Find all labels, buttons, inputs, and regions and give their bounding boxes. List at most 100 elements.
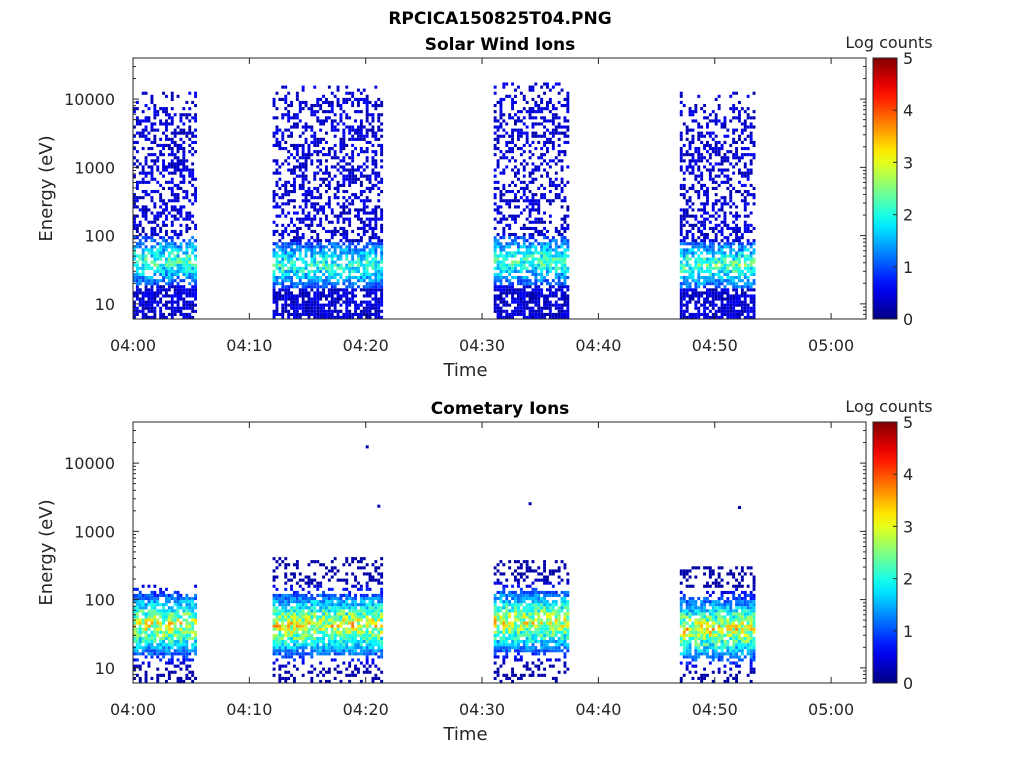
spectrogram-cell [359, 180, 363, 184]
spectrogram-cell [135, 140, 139, 144]
spectrogram-cell [310, 159, 314, 163]
spectrogram-cell [717, 297, 721, 301]
spectrogram-cell [362, 312, 366, 316]
spectrogram-cell [144, 116, 148, 120]
spectrogram-cell [348, 279, 352, 283]
spectrogram-cell [714, 202, 718, 206]
spectrogram-cell [563, 97, 567, 101]
spectrogram-cell [156, 279, 160, 283]
spectrogram-cell [295, 165, 299, 169]
spectrogram-cell [313, 312, 317, 316]
spectrogram-cell [316, 137, 320, 141]
spectrogram-cell [162, 143, 165, 147]
spectrogram-cell [528, 171, 532, 175]
spectrogram-cell [165, 122, 168, 126]
spectrogram-cell [525, 199, 529, 203]
spectrogram-cell [281, 137, 285, 141]
spectrogram-cell [729, 254, 733, 258]
spectrogram-cell [365, 113, 369, 117]
spectrogram-cell [700, 223, 704, 227]
spectrogram-cell [517, 110, 520, 114]
spectrogram-cell [310, 306, 314, 310]
spectrogram-cell [528, 300, 532, 304]
spectrogram-cell [307, 190, 311, 194]
spectrogram-cell [176, 606, 180, 610]
spectrogram-cell [133, 279, 136, 283]
spectrogram-cell [688, 196, 692, 200]
spectrogram-cell [133, 226, 136, 230]
spectrogram-cell [179, 174, 183, 178]
spectrogram-cell [726, 276, 730, 280]
spectrogram-cell [697, 279, 701, 283]
spectrogram-cell [304, 128, 308, 132]
spectrogram-cell [496, 297, 500, 301]
spectrogram-cell [179, 312, 183, 316]
spectrogram-cell [345, 303, 349, 307]
spectrogram-cell [176, 168, 180, 172]
spectrogram-cell [365, 291, 369, 295]
spectrogram-cell [278, 282, 282, 286]
spectrogram-cell [735, 217, 738, 221]
spectrogram-cell [325, 257, 328, 261]
spectrogram-cell [717, 119, 721, 123]
spectrogram-cell [496, 309, 500, 313]
spectrogram-cell [723, 260, 727, 264]
spectrogram-cell [514, 260, 517, 264]
spectrogram-cell [278, 269, 282, 273]
spectrogram-cell [708, 239, 712, 243]
spectrogram-cell [179, 263, 183, 267]
spectrogram-cell [173, 242, 177, 246]
spectrogram-cell [735, 260, 738, 264]
spectrogram-cell [560, 165, 564, 169]
spectrogram-cell [752, 143, 756, 147]
spectrogram-cell [537, 229, 541, 233]
spectrogram-cell [563, 248, 567, 252]
spectrogram-cell [691, 110, 695, 114]
spectrogram-cell [342, 131, 346, 135]
spectrogram-cell [179, 597, 183, 601]
spectrogram-cell [173, 609, 177, 613]
spectrogram-cell [156, 242, 160, 246]
spectrogram-cell [679, 153, 683, 157]
spectrogram-cell [752, 116, 756, 120]
spectrogram-cell [528, 156, 532, 160]
spectrogram-cell [729, 193, 733, 197]
spectrogram-cell [153, 649, 157, 653]
spectrogram-cell [295, 174, 299, 178]
spectrogram-cell [176, 269, 180, 273]
spectrogram-cell [735, 239, 738, 243]
spectrogram-cell [528, 214, 532, 218]
spectrogram-cell [380, 208, 384, 212]
spectrogram-cell [546, 236, 549, 240]
spectrogram-cell [502, 260, 506, 264]
spectrogram-cell [560, 282, 564, 286]
spectrogram-cell [566, 100, 570, 104]
spectrogram-cell [540, 153, 544, 157]
spectrogram-cell [284, 254, 288, 258]
spectrogram-cell [176, 649, 180, 653]
spectrogram-cell [502, 226, 506, 230]
spectrogram-cell [517, 276, 520, 280]
spectrogram-cell [304, 260, 308, 264]
spectrogram-cell [517, 260, 520, 264]
spectrogram-cell [176, 590, 180, 594]
spectrogram-cell [679, 147, 683, 151]
spectrogram-cell [534, 263, 538, 267]
spectrogram-cell [514, 196, 517, 200]
spectrogram-cell [275, 162, 279, 166]
spectrogram-cell [502, 229, 506, 233]
spectrogram-cell [740, 199, 744, 203]
spectrogram-cell [749, 193, 753, 197]
spectrogram-cell [141, 606, 145, 610]
spectrogram-cell [179, 652, 183, 656]
spectrogram-cell [310, 260, 314, 264]
spectrogram-cell [685, 257, 689, 261]
spectrogram-cell [144, 643, 148, 647]
spectrogram-cell [272, 603, 276, 607]
spectrogram-cell [537, 208, 541, 212]
spectrogram-cell [333, 288, 337, 292]
spectrogram-cell [551, 140, 555, 144]
spectrogram-cell [531, 177, 535, 181]
spectrogram-cell [185, 306, 189, 310]
spectrogram-cell [141, 291, 145, 295]
